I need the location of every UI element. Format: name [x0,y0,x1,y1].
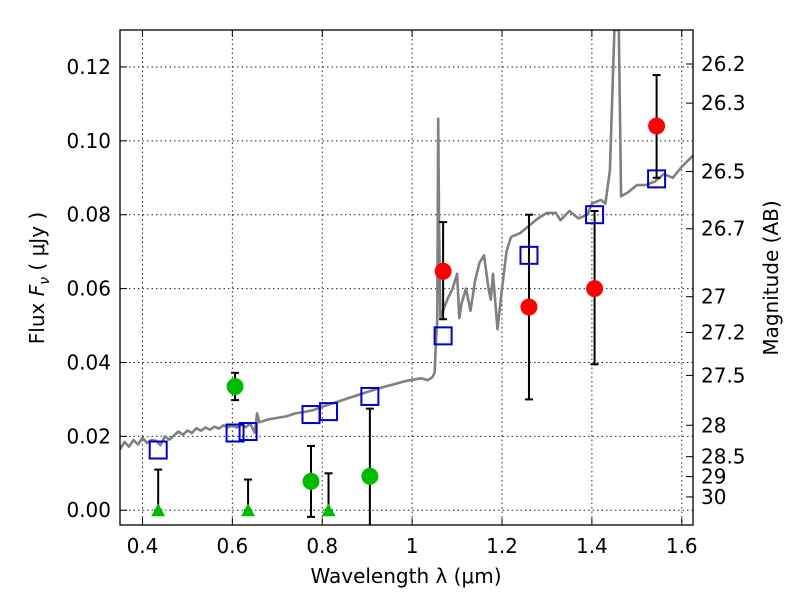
mag-tick-label: 27 [701,285,726,309]
upper-limit-marker [321,503,336,517]
y-axis-label: Flux Fν ( μJy ) [25,212,53,344]
model-photometry-square [225,423,245,443]
model-photometry-square [238,422,258,442]
x-tick-label: 1.4 [576,534,608,558]
model-photometry-square [148,440,168,460]
y-axis-label-subscript: ν [37,277,53,285]
x-axis-label: Wavelength λ (μm) [310,564,501,588]
low-detection-point [361,467,379,485]
x-tick-label: 0.8 [306,534,338,558]
mag-tick-label: 27.2 [701,321,746,345]
y-axis-label-unit: ( μJy ) [25,212,49,277]
low-detection-point [226,377,244,395]
plot-frame [119,29,694,526]
plot-area [120,30,693,525]
upper-limit-marker [151,503,166,517]
mag-tick-label: 29 [701,465,726,489]
model-photometry-square [433,326,453,346]
high-detection-point [586,280,604,298]
x-tick-label: 0.6 [216,534,248,558]
mag-tick-label: 30 [701,485,726,509]
upper-limit-marker [241,503,256,517]
x-tick-label: 1 [406,534,419,558]
mag-tick-label: 28 [701,413,726,437]
right-axis-label: Magnitude (AB) [759,200,783,355]
y-tick-label: 0.04 [66,350,111,374]
axis-ticks [120,30,693,525]
high-detection-point [648,117,666,135]
y-tick-label: 0.08 [66,203,111,227]
y-tick-label: 0.12 [66,55,111,79]
high-detection-point [520,298,538,316]
y-tick-label: 0.10 [66,129,111,153]
mag-tick-label: 26.5 [701,159,746,183]
x-tick-label: 0.4 [127,534,159,558]
model-photometry-square [319,402,339,422]
mag-tick-label: 26.7 [701,217,746,241]
y-tick-label: 0.02 [66,424,111,448]
model-spectrum-line [120,30,693,450]
model-photometry-square [585,205,605,225]
mag-tick-label: 28.5 [701,445,746,469]
y-tick-label: 0.00 [66,498,111,522]
model-photometry-square [519,245,539,265]
tick-labels: 0.4 0.6 0.8 1 1.2 1.4 1.6 0.00 0.02 0.04 0.06 0.08 0… [66,52,745,558]
low-detection-point [302,472,320,490]
grid-lines [120,30,693,525]
y-axis-label-prefix: Flux [25,296,49,344]
y-axis-label-symbol: F [25,284,49,296]
x-tick-label: 1.2 [486,534,518,558]
x-tick-label: 1.6 [666,534,698,558]
y-tick-label: 0.06 [66,277,111,301]
mag-tick-label: 26.2 [701,52,746,76]
model-photometry-square [360,386,380,406]
mag-tick-label: 27.5 [701,363,746,387]
mag-tick-label: 26.3 [701,91,746,115]
high-detection-point [434,262,452,280]
model-photometry-square [647,169,667,189]
